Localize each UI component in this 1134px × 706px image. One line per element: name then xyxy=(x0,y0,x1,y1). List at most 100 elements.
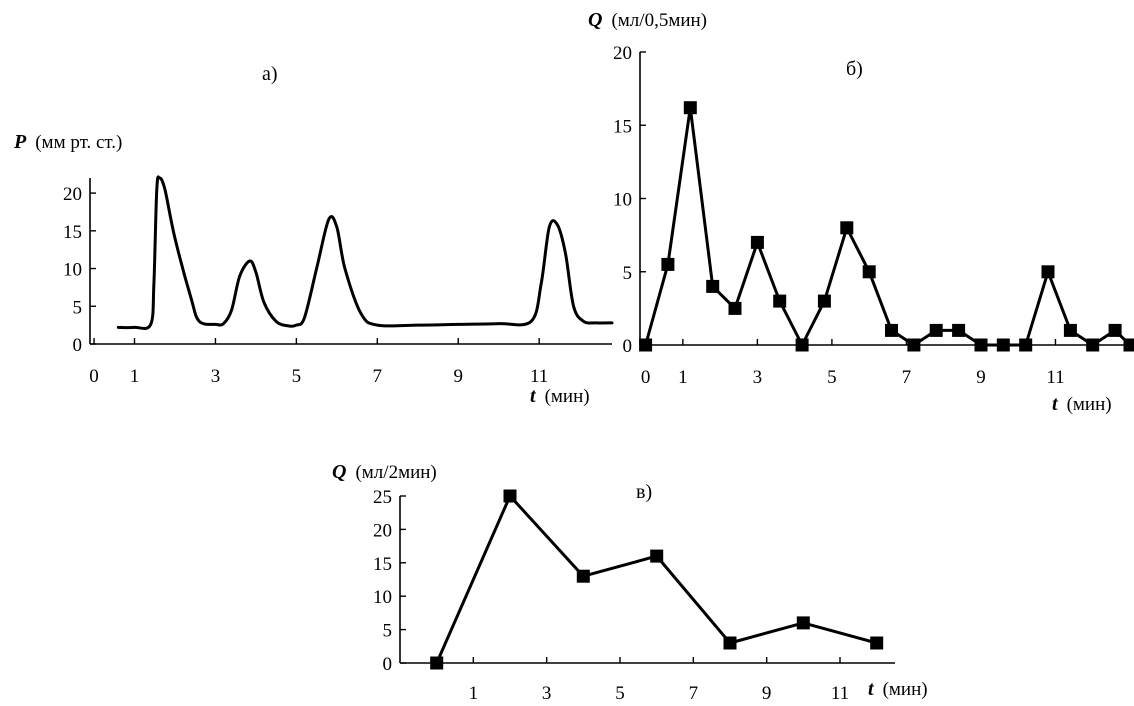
chart-b-data-point xyxy=(1063,323,1077,337)
chart-a-y-tick-label: 20 xyxy=(63,184,82,205)
chart-b-ylabel: Q (мл/0,5мин) xyxy=(588,9,707,31)
chart-v-data-point xyxy=(796,616,810,630)
chart-b-data-point xyxy=(840,221,854,235)
chart-a-y-tick-label: 10 xyxy=(63,260,82,281)
chart-a-x-tick-label: 1 xyxy=(130,366,140,387)
chart-b-data-point xyxy=(1086,338,1100,352)
chart-b-panel-label: б) xyxy=(846,58,863,80)
chart-a-y-tick-label: 5 xyxy=(73,297,83,318)
chart-b-data-point xyxy=(683,101,697,115)
chart-a-ylabel: P (мм рт. ст.) xyxy=(13,131,122,153)
chart-a-series-line xyxy=(116,175,614,330)
chart-b-x-tick-label: 5 xyxy=(827,367,837,388)
chart-b-x-tick-label: 1 xyxy=(678,367,688,388)
chart-b-ylabel-text: (мл/0,5мин) xyxy=(611,10,707,31)
chart-a-ylabel-text: (мм рт. ст.) xyxy=(35,132,122,153)
chart-b-data-point xyxy=(639,338,653,352)
chart-b-data-point xyxy=(862,265,876,279)
chart-b-data-point xyxy=(773,294,787,308)
chart-b-y-tick-label: 0 xyxy=(623,336,633,357)
chart-b-x-tick-label: 7 xyxy=(902,367,912,388)
chart-v-data-point xyxy=(870,636,884,650)
chart-b-xlabel-text: (мин) xyxy=(1067,394,1112,415)
chart-v-ylabel-text: (мл/2мин) xyxy=(355,462,436,483)
chart-b-data-point xyxy=(974,338,988,352)
chart-a-axes: 0 5 10 15 20 0 1 3 5 7 9 11 xyxy=(63,178,612,387)
chart-v-plot xyxy=(430,489,884,670)
chart-a-x-tick-label: 3 xyxy=(211,366,221,387)
chart-b-data-point xyxy=(1108,323,1122,337)
chart-a-y-tick-label: 0 xyxy=(73,335,83,356)
chart-b-xlabel: t (мин) xyxy=(1052,393,1112,415)
chart-v-x-tick-label: 1 xyxy=(469,683,479,704)
chart-v-y-tick-label: 15 xyxy=(373,554,392,575)
chart-v-x-tick-label: 7 xyxy=(689,683,699,704)
chart-b-xlabel-symbol: t xyxy=(1052,393,1059,415)
chart-v-x-tick-label: 3 xyxy=(542,683,552,704)
chart-b-y-tick-label: 15 xyxy=(613,116,632,137)
chart-b-x-tick-label: 9 xyxy=(976,367,986,388)
chart-b-data-point xyxy=(661,257,675,271)
chart-a-ylabel-symbol: P xyxy=(13,131,27,153)
chart-a-xlabel-symbol: t xyxy=(530,385,537,407)
chart-b-axes: 0 5 10 15 20 0 1 3 5 7 9 11 xyxy=(613,43,1130,388)
chart-v-y-tick-label: 10 xyxy=(373,587,392,608)
chart-a-x-tick-label: 9 xyxy=(453,366,463,387)
chart-b-y-tick-label: 20 xyxy=(613,43,632,64)
chart-a-plot xyxy=(116,175,614,330)
chart-v-xlabel: t (мин) xyxy=(868,678,928,700)
chart-a-x-tick-label: 0 xyxy=(89,366,99,387)
chart-b-x-tick-label: 0 xyxy=(641,367,651,388)
chart-v-data-point xyxy=(723,636,737,650)
chart-b-data-point xyxy=(907,338,921,352)
chart-b-data-point xyxy=(750,235,764,249)
chart-v-data-point xyxy=(576,569,590,583)
chart-v-y-tick-label: 0 xyxy=(383,654,393,675)
chart-v-axes: 0 5 10 15 20 25 1 3 5 7 9 11 xyxy=(373,487,895,704)
chart-b-y-tick-label: 5 xyxy=(623,263,633,284)
chart-v-y-tick-label: 20 xyxy=(373,520,392,541)
chart-a-x-tick-label: 7 xyxy=(373,366,383,387)
chart-b-ylabel-symbol: Q xyxy=(588,9,602,31)
chart-v-x-tick-label: 9 xyxy=(762,683,772,704)
chart-v-ylabel: Q (мл/2мин) xyxy=(332,461,437,483)
chart-b-y-tick-label: 10 xyxy=(613,190,632,211)
chart-a: а) P (мм рт. ст.) t (мин) 0 5 10 15 20 0 1 3 5 7 9… xyxy=(13,63,614,407)
chart-v-panel-label: в) xyxy=(636,481,652,503)
chart-v-data-point xyxy=(430,656,444,670)
chart-b-data-point xyxy=(1123,338,1134,352)
chart-v-xlabel-symbol: t xyxy=(868,678,875,700)
chart-b-x-tick-label: 11 xyxy=(1046,367,1064,388)
chart-v-xlabel-text: (мин) xyxy=(883,679,928,700)
chart-b-data-point xyxy=(795,338,809,352)
chart-v-ylabel-symbol: Q xyxy=(332,461,346,483)
chart-b-data-point xyxy=(996,338,1010,352)
chart-v-series-line xyxy=(435,494,879,665)
chart-b-data-point xyxy=(885,323,898,337)
chart-b-data-point xyxy=(952,323,966,337)
chart-v-y-tick-label: 5 xyxy=(383,621,393,642)
chart-v-data-point xyxy=(503,489,517,503)
chart-v-x-tick-label: 11 xyxy=(831,683,849,704)
chart-v: в) Q (мл/2мин) t (мин) 0 5 10 15 20 25 1 3 5 7 9 11 xyxy=(332,461,928,704)
chart-b-x-tick-label: 3 xyxy=(753,367,763,388)
chart-a-x-tick-label: 5 xyxy=(292,366,302,387)
chart-b-data-point xyxy=(817,294,831,308)
chart-b-data-point xyxy=(728,301,742,315)
chart-v-x-tick-label: 5 xyxy=(615,683,625,704)
chart-b-plot xyxy=(639,101,1134,352)
chart-b-series-line xyxy=(644,106,1132,347)
chart-a-xlabel-text: (мин) xyxy=(545,386,590,407)
chart-b: б) Q (мл/0,5мин) t (мин) 0 5 10 15 20 0 1 3 5 7 9 1… xyxy=(588,9,1134,415)
chart-b-data-point xyxy=(1019,338,1033,352)
chart-a-y-tick-label: 15 xyxy=(63,222,82,243)
chart-a-panel-label: а) xyxy=(262,63,278,85)
chart-b-data-point xyxy=(929,323,943,337)
chart-a-x-tick-label: 11 xyxy=(530,366,548,387)
chart-v-y-tick-label: 25 xyxy=(373,487,392,508)
chart-a-xlabel: t (мин) xyxy=(530,385,590,407)
chart-v-data-point xyxy=(650,549,664,563)
chart-b-data-point xyxy=(706,279,720,293)
chart-b-data-point xyxy=(1041,265,1055,279)
